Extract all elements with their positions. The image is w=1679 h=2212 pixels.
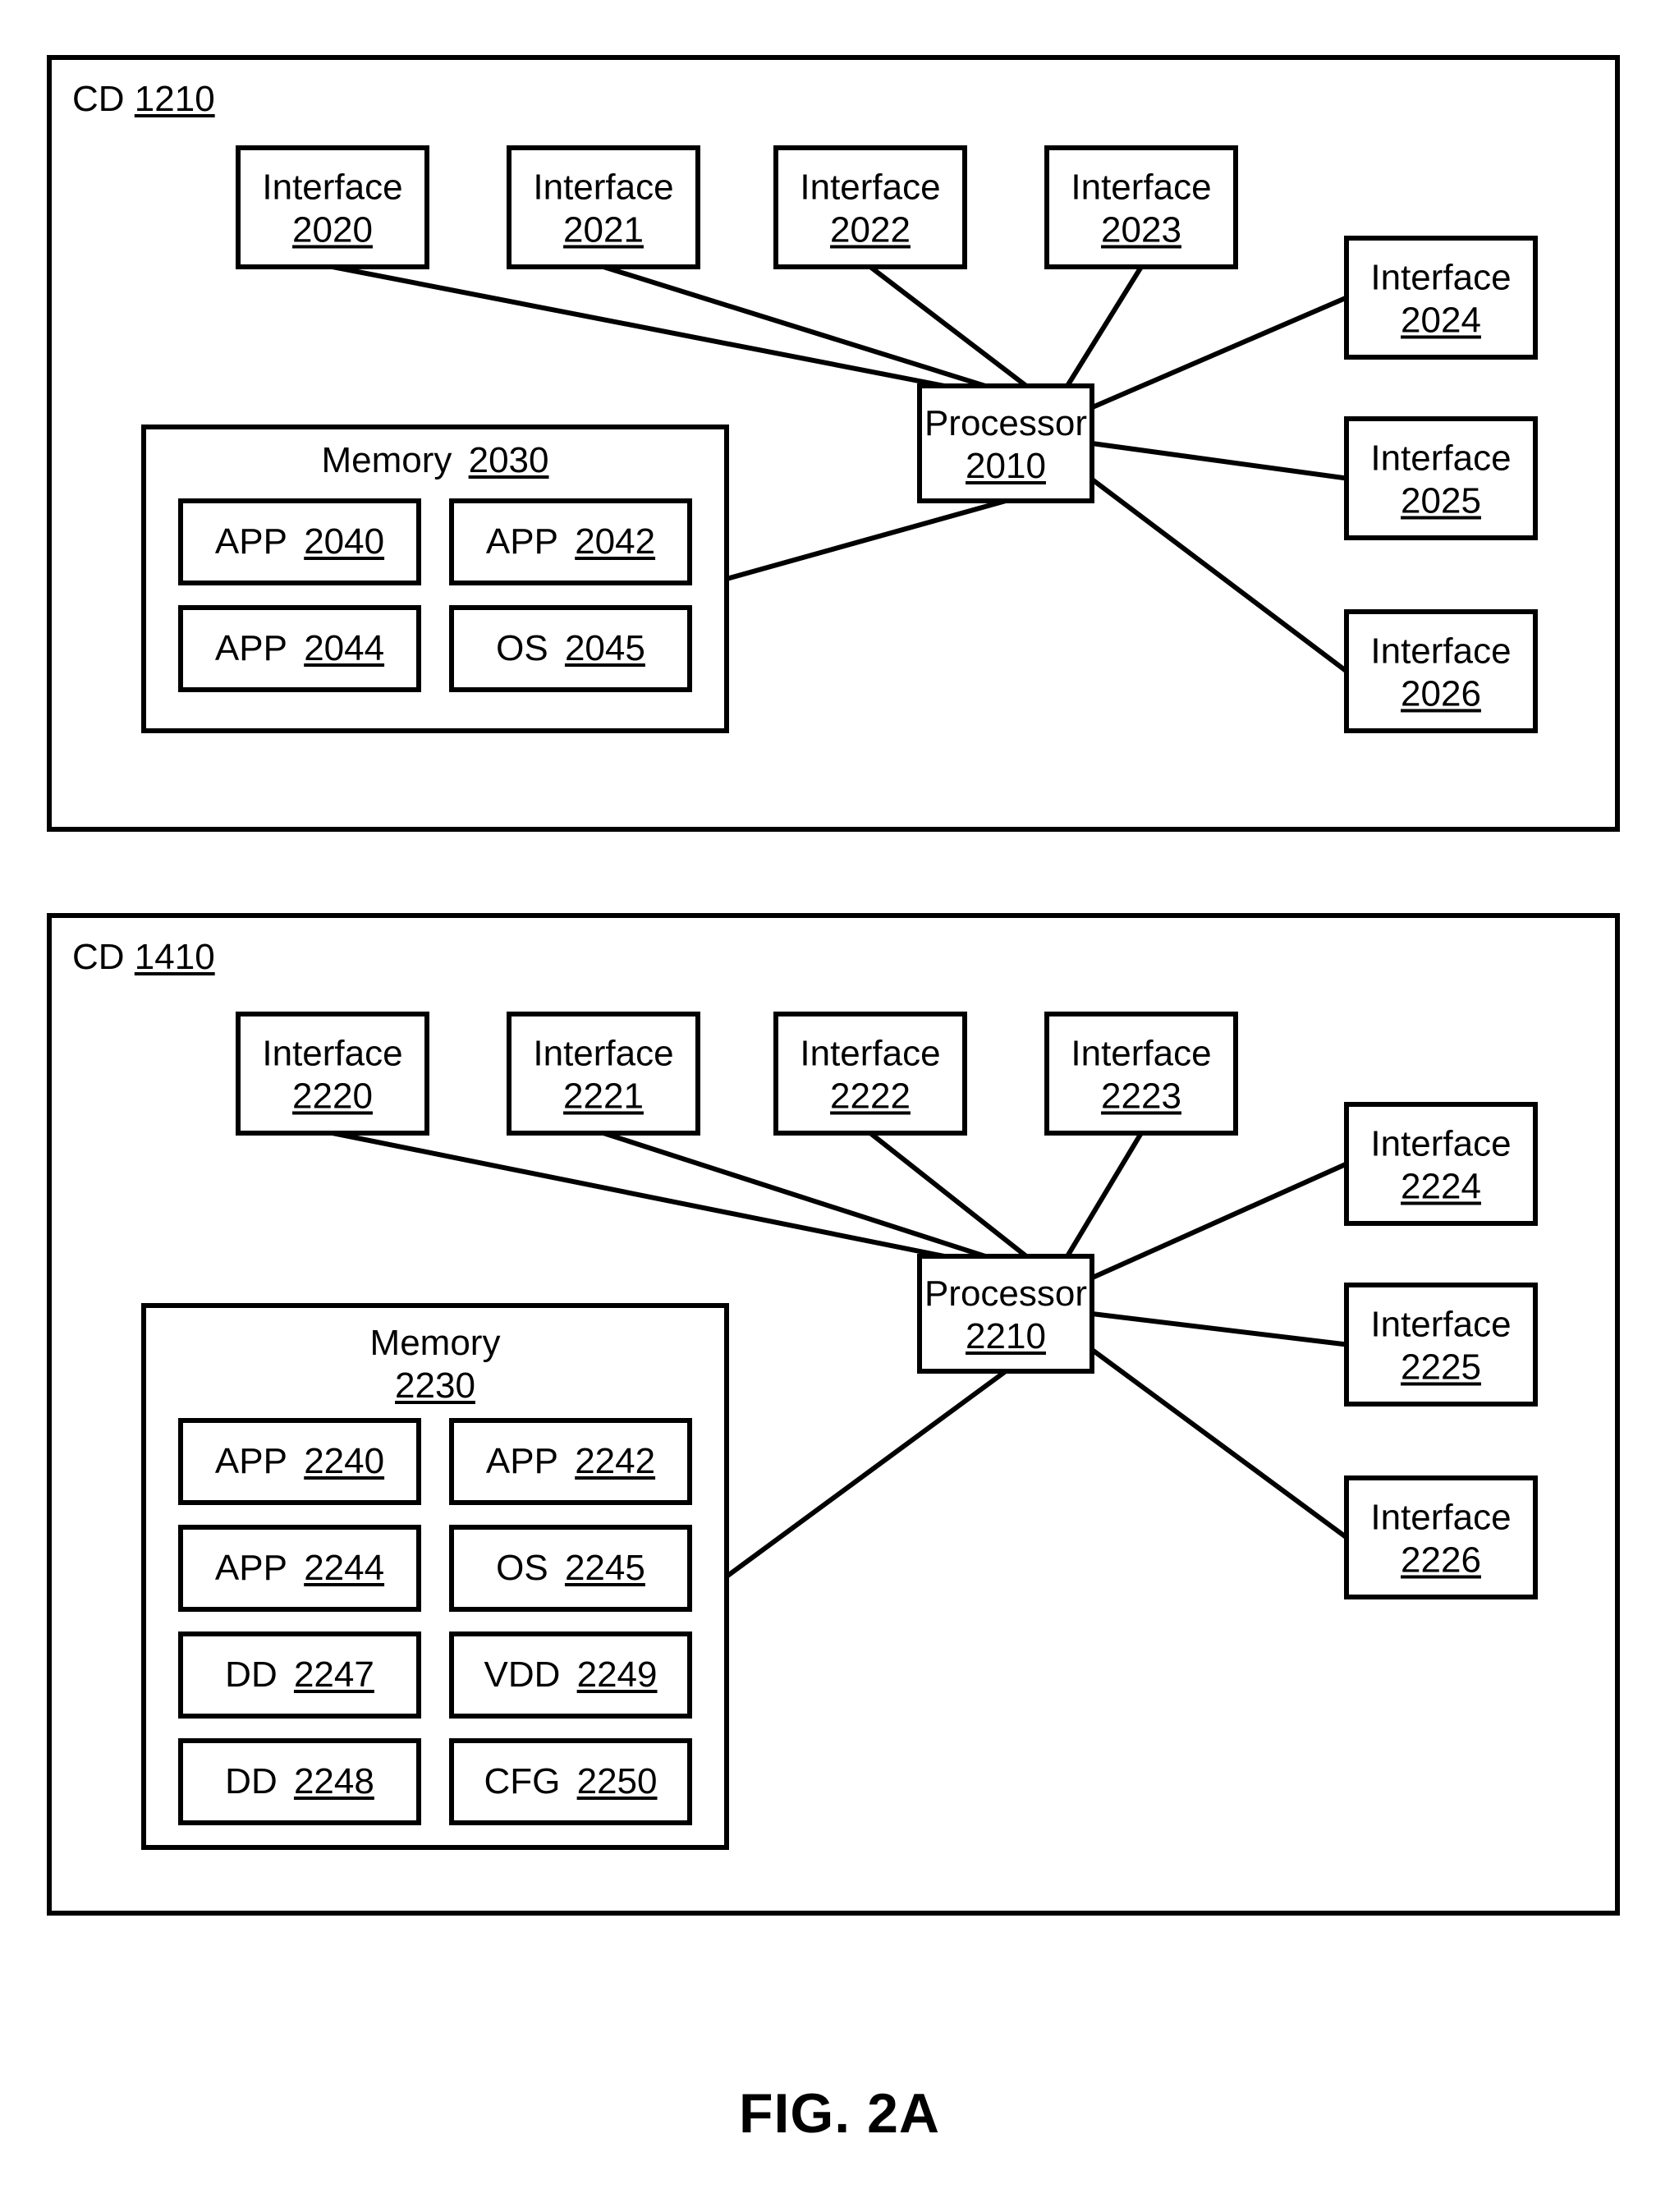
interface-2022-label: Interface <box>800 168 940 208</box>
edge <box>1092 1164 1346 1278</box>
panel-cd-1210-title: CD 1210 <box>72 79 215 119</box>
interface-2020-ref: 2020 <box>292 210 373 250</box>
processor-label: Processor <box>924 1274 1087 1314</box>
interface-2023-label: Interface <box>1071 168 1211 208</box>
interface-2226-label: Interface <box>1370 1498 1511 1538</box>
edge <box>1092 298 1346 408</box>
interface-2026-ref: 2026 <box>1401 674 1481 714</box>
: APP <box>215 1441 297 1481</box>
: CFG <box>484 1761 571 1801</box>
memory-item-2247-text: DD 2247 <box>225 1654 374 1695</box>
edge <box>727 1371 1006 1576</box>
memory-ref: 2230 <box>395 1365 475 1406</box>
edge <box>603 267 985 386</box>
: DD <box>225 1654 287 1695</box>
interface-2222-ref: 2222 <box>830 1076 911 1117</box>
interface-2223-label: Interface <box>1071 1034 1211 1074</box>
interface-2022-ref: 2022 <box>830 210 911 250</box>
edge <box>333 267 944 386</box>
memory-ref: 2030 <box>469 440 549 480</box>
memory-item-2248-text: DD 2248 <box>225 1761 374 1801</box>
edge <box>1067 1133 1141 1256</box>
interface-2221-ref: 2221 <box>563 1076 644 1117</box>
edge <box>1092 1350 1346 1538</box>
interface-2222-label: Interface <box>800 1034 940 1074</box>
interface-2225-label: Interface <box>1370 1305 1511 1345</box>
: APP <box>486 1441 568 1481</box>
edge <box>727 501 1006 579</box>
memory-item-2040-text: APP 2040 <box>215 521 384 562</box>
interface-2023-ref: 2023 <box>1101 210 1181 250</box>
: CD <box>72 937 135 977</box>
: OS <box>496 628 558 668</box>
memory-item-2245-ref: 2245 <box>565 1548 645 1588</box>
panel-cd-1210: CD 1210Processor2010Interface2020Interfa… <box>49 57 1617 829</box>
interface-2220-label: Interface <box>262 1034 402 1074</box>
interface-2024-label: Interface <box>1370 258 1511 298</box>
edge <box>1092 443 1346 479</box>
memory-item-2044-text: APP 2044 <box>215 628 384 668</box>
: APP <box>215 628 297 668</box>
panel-cd-1410: CD 1410Processor2210Interface2220Interfa… <box>49 916 1617 1913</box>
interface-2226-ref: 2226 <box>1401 1540 1481 1581</box>
interface-2221-label: Interface <box>533 1034 673 1074</box>
: Memory <box>321 440 461 480</box>
: VDD <box>484 1654 570 1695</box>
edge <box>1067 267 1141 386</box>
memory-item-2044-ref: 2044 <box>304 628 384 668</box>
figure-caption: FIG. 2A <box>0 2081 1679 2145</box>
interface-2224-ref: 2224 <box>1401 1167 1481 1207</box>
interface-2024-ref: 2024 <box>1401 301 1481 341</box>
memory-item-2040-ref: 2040 <box>304 521 384 562</box>
memory-item-2042-text: APP 2042 <box>486 521 655 562</box>
interface-2021-ref: 2021 <box>563 210 644 250</box>
interface-2026-label: Interface <box>1370 631 1511 672</box>
edge <box>603 1133 985 1256</box>
interface-2220-ref: 2220 <box>292 1076 373 1117</box>
memory-item-2240-ref: 2240 <box>304 1441 384 1481</box>
processor-ref: 2210 <box>966 1316 1046 1356</box>
processor-label: Processor <box>924 403 1087 443</box>
interface-2223-ref: 2223 <box>1101 1076 1181 1117</box>
diagram-svg: CD 1210Processor2010Interface2020Interfa… <box>0 0 1679 2036</box>
: DD <box>225 1761 287 1801</box>
memory-item-2250-text: CFG 2250 <box>484 1761 658 1801</box>
: APP <box>215 1548 297 1588</box>
edge <box>870 267 1026 386</box>
interface-2020-label: Interface <box>262 168 402 208</box>
panel-cd-1410-title-ref: 1410 <box>135 937 215 977</box>
panel-cd-1210-title-ref: 1210 <box>135 79 215 119</box>
interface-2025-ref: 2025 <box>1401 481 1481 521</box>
memory-item-2247-ref: 2247 <box>294 1654 374 1695</box>
: OS <box>496 1548 558 1588</box>
memory-item-2240-text: APP 2240 <box>215 1441 384 1481</box>
processor-ref: 2010 <box>966 446 1046 486</box>
edge <box>1092 1314 1346 1345</box>
: APP <box>486 521 568 562</box>
memory-item-2045-text: OS 2045 <box>496 628 645 668</box>
edge <box>870 1133 1026 1256</box>
: CD <box>72 79 135 119</box>
memory-item-2248-ref: 2248 <box>294 1761 374 1801</box>
memory-item-2042-ref: 2042 <box>575 521 655 562</box>
interface-2025-label: Interface <box>1370 438 1511 479</box>
panel-cd-1410-title: CD 1410 <box>72 937 215 977</box>
memory-title: Memory <box>370 1323 501 1363</box>
memory-item-2245-text: OS 2245 <box>496 1548 645 1588</box>
memory-item-2250-ref: 2250 <box>577 1761 658 1801</box>
memory-title: Memory 2030 <box>321 440 548 480</box>
: APP <box>215 521 297 562</box>
interface-2224-label: Interface <box>1370 1124 1511 1164</box>
memory-item-2249-text: VDD 2249 <box>484 1654 657 1695</box>
memory-item-2242-text: APP 2242 <box>486 1441 655 1481</box>
edge <box>1092 480 1346 672</box>
memory-item-2244-ref: 2244 <box>304 1548 384 1588</box>
memory-item-2244-text: APP 2244 <box>215 1548 384 1588</box>
memory-item-2242-ref: 2242 <box>575 1441 655 1481</box>
memory-item-2249-ref: 2249 <box>577 1654 658 1695</box>
edge <box>333 1133 944 1256</box>
interface-2021-label: Interface <box>533 168 673 208</box>
interface-2225-ref: 2225 <box>1401 1347 1481 1388</box>
memory-item-2045-ref: 2045 <box>565 628 645 668</box>
